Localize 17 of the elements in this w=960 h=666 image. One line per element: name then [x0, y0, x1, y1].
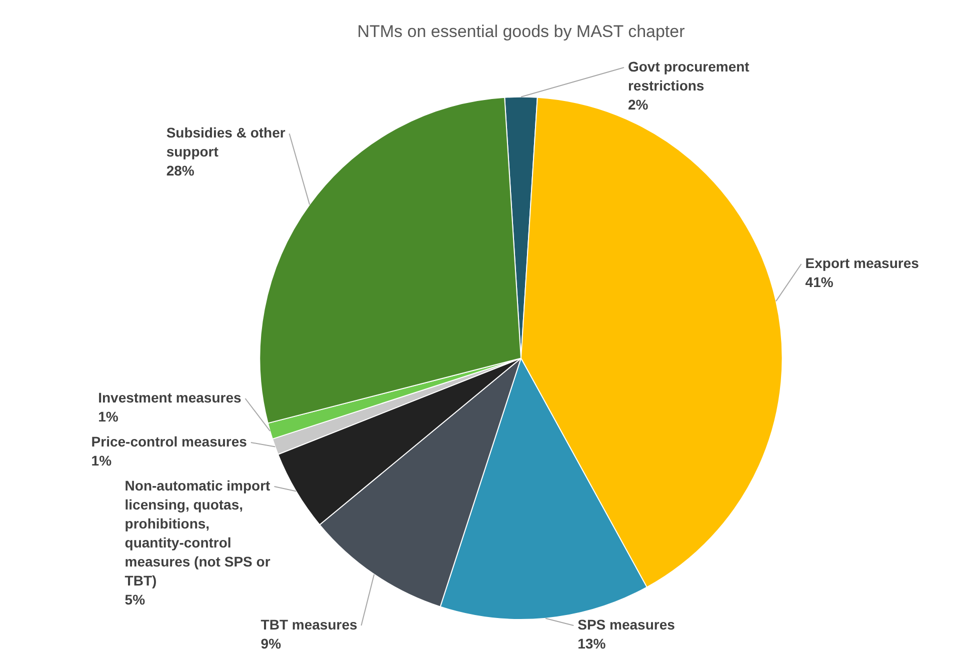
data-label: 1% — [91, 452, 112, 468]
data-label: 13% — [578, 635, 606, 652]
chart-title: NTMs on essential goods by MAST chapter — [357, 22, 686, 41]
data-label: 9% — [260, 635, 282, 652]
slice-label: SPS measures — [578, 616, 676, 632]
data-label: 1% — [98, 408, 119, 424]
slice-label: Subsidies & other support — [166, 124, 286, 160]
slice-label: Govt procurement restrictions — [628, 58, 750, 94]
slice-label: Price-control measures — [91, 433, 248, 450]
slice-label: Investment measures — [98, 389, 242, 406]
slice-label: TBT measures — [260, 616, 358, 632]
slice-label: Non-automatic import licensing, quotas, prohibitions, quantity-control measures (not SPS or TBT) — [124, 477, 271, 588]
data-label: 2% — [628, 96, 649, 112]
data-label: 28% — [166, 162, 195, 178]
data-label: 41% — [805, 274, 834, 290]
slice-label: Export measures — [805, 254, 920, 271]
data-label: 5% — [124, 591, 146, 608]
